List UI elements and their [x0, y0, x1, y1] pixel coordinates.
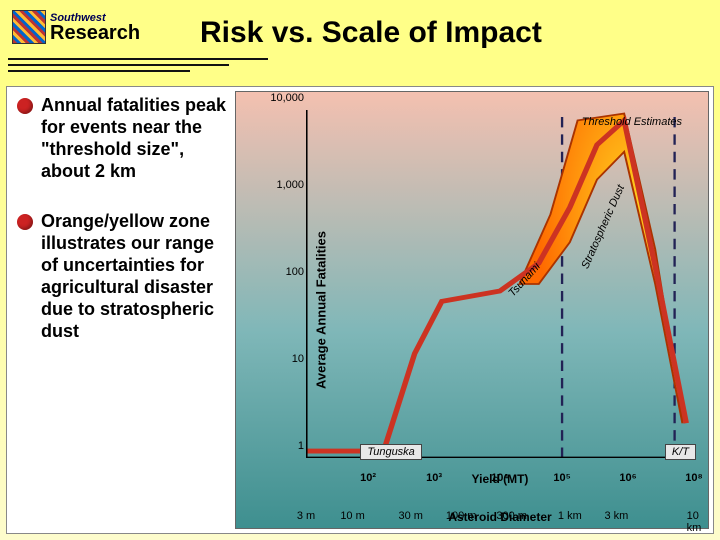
swri-logo: Southwest Research	[12, 10, 162, 44]
content-panel: Annual fatalities peak for events near t…	[6, 86, 714, 534]
bullet-item: Annual fatalities peak for events near t…	[17, 95, 232, 183]
y-axis-ticks: 1 10 100 1,000 10,000	[270, 110, 304, 458]
chart-svg	[306, 110, 694, 458]
threshold-estimates-label: Threshold Estimates	[582, 116, 682, 128]
y-tick: 10,000	[270, 92, 304, 104]
bullet-text: Orange/yellow zone illustrates our range…	[41, 211, 232, 343]
bullet-item: Orange/yellow zone illustrates our range…	[17, 211, 232, 343]
bullet-dot-icon	[17, 98, 33, 114]
header-underline	[8, 58, 268, 76]
y-tick: 1	[298, 440, 304, 452]
y-tick: 100	[286, 266, 304, 278]
header: Southwest Research Risk vs. Scale of Imp…	[0, 0, 720, 80]
tunguska-box-label: Tunguska	[360, 444, 422, 460]
kt-box-label: K/T	[665, 444, 696, 460]
page-title: Risk vs. Scale of Impact	[200, 16, 542, 50]
bullet-dot-icon	[17, 214, 33, 230]
logo-mark-icon	[12, 10, 46, 44]
y-tick: 1,000	[276, 179, 304, 191]
x-axis-diameter-label: Asteroid Diameter	[306, 510, 694, 524]
risk-chart: Average Annual Fatalities 1 10 100 1,000…	[235, 91, 709, 529]
bullet-list: Annual fatalities peak for events near t…	[17, 95, 232, 371]
y-tick: 10	[292, 353, 304, 365]
x-axis-yield-label: Yield (MT)	[306, 472, 694, 486]
plot-area: Threshold Estimates Tsunami Stratospheri…	[306, 110, 694, 458]
logo-bottom-text: Research	[50, 24, 140, 42]
bullet-text: Annual fatalities peak for events near t…	[41, 95, 232, 183]
